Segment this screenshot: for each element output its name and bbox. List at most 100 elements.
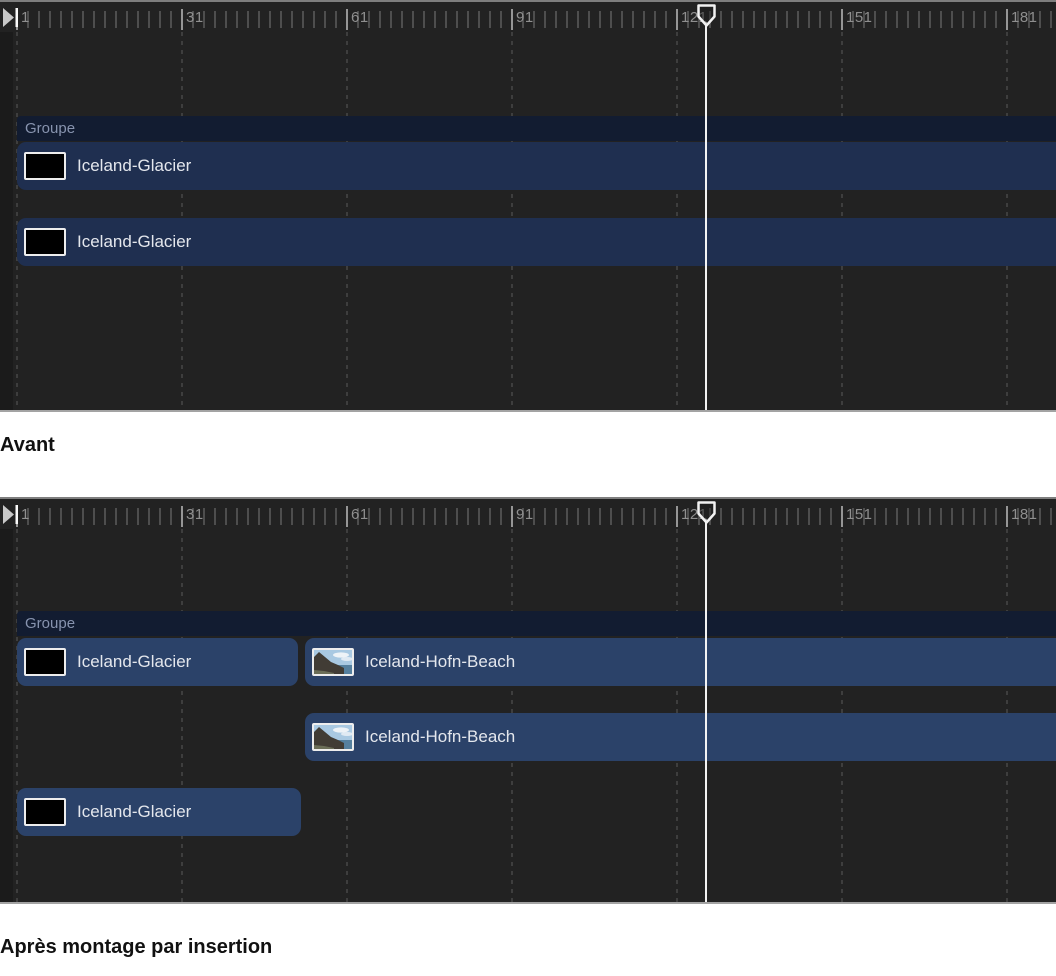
ruler-tick	[225, 508, 227, 525]
panel-left-margin	[0, 32, 13, 410]
ruler-tick	[456, 11, 458, 28]
ruler-frame-label: 91	[516, 9, 534, 26]
ruler-tick	[1039, 508, 1041, 525]
ruler-tick	[49, 11, 51, 28]
ruler-frame-label: 31	[186, 9, 204, 26]
ruler-tick	[775, 11, 777, 28]
ruler-tick	[478, 11, 480, 28]
ruler-tick	[896, 11, 898, 28]
ruler-tick	[775, 508, 777, 525]
ruler-tick	[643, 11, 645, 28]
ruler-tick	[852, 11, 854, 28]
timeline-clip[interactable]: Iceland-Glacier	[17, 788, 301, 836]
ruler-frame-label: 1	[21, 9, 30, 26]
clip-label: Iceland-Glacier	[77, 802, 192, 821]
ruler-tick	[335, 508, 337, 525]
ruler-tick	[280, 508, 282, 525]
ruler-tick	[170, 11, 172, 28]
ruler-tick	[412, 508, 414, 525]
ruler-tick	[786, 11, 788, 28]
playhead-handle[interactable]	[697, 4, 716, 27]
ruler-tick	[258, 11, 260, 28]
ruler-tick	[181, 9, 183, 30]
ruler-tick	[951, 11, 953, 28]
ruler-tick	[929, 11, 931, 28]
group-track-bar[interactable]: Groupe	[17, 116, 1056, 141]
timeline-clip[interactable]: Iceland-Hofn-Beach	[305, 638, 1056, 686]
playhead-line[interactable]	[705, 519, 707, 902]
ruler-tick	[291, 508, 293, 525]
ruler-tick	[522, 508, 524, 525]
timeline-clip[interactable]: Iceland-Hofn-Beach	[305, 713, 1056, 761]
ruler-tick	[49, 508, 51, 525]
ruler-tick	[621, 508, 623, 525]
ruler-tick	[533, 508, 535, 525]
ruler-tick	[456, 508, 458, 525]
caption-after: Après montage par insertion	[0, 936, 273, 958]
ruler-tick	[940, 508, 942, 525]
ruler-tick	[731, 508, 733, 525]
playhead-handle[interactable]	[697, 501, 716, 524]
ruler-tick	[951, 508, 953, 525]
ruler-tick	[654, 11, 656, 28]
ruler-tick	[71, 11, 73, 28]
ruler-tick	[203, 11, 205, 28]
ruler-tick	[115, 11, 117, 28]
ruler-tick	[874, 11, 876, 28]
ruler-tick	[731, 11, 733, 28]
ruler-tick	[720, 508, 722, 525]
ruler-tick	[863, 508, 865, 525]
timeline-ruler[interactable]: 1 31 61 91 121 151 181	[0, 499, 1056, 529]
ruler-tick	[874, 508, 876, 525]
timeline-ruler[interactable]: 1 31 61 91 121 151 181	[0, 2, 1056, 32]
group-track-label: Groupe	[25, 120, 76, 137]
play-start-marker-icon	[3, 505, 19, 524]
ruler-tick	[687, 11, 689, 28]
ruler-tick	[830, 508, 832, 525]
ruler-tick	[819, 508, 821, 525]
ruler-tick	[1028, 11, 1030, 28]
ruler-tick	[819, 11, 821, 28]
ruler-tick	[929, 508, 931, 525]
ruler-frame-label: 181	[1011, 9, 1038, 26]
ruler-tick	[324, 11, 326, 28]
ruler-tick	[522, 11, 524, 28]
ruler-tick	[346, 506, 348, 527]
clip-thumbnail-black	[24, 152, 66, 180]
ruler-tick	[863, 11, 865, 28]
ruler-tick	[753, 11, 755, 28]
ruler-tick	[665, 11, 667, 28]
ruler-tick	[500, 11, 502, 28]
ruler-tick	[467, 11, 469, 28]
ruler-tick	[82, 11, 84, 28]
timeline-clip[interactable]: Iceland-Glacier	[17, 638, 298, 686]
ruler-tick	[489, 11, 491, 28]
ruler-tick	[137, 11, 139, 28]
ruler-frame-label: 61	[351, 9, 369, 26]
ruler-tick	[632, 11, 634, 28]
ruler-tick	[918, 508, 920, 525]
ruler-tick	[885, 508, 887, 525]
ruler-tick	[511, 9, 513, 30]
ruler-tick	[698, 11, 700, 28]
clip-thumbnail-black	[24, 798, 66, 826]
playhead-line[interactable]	[705, 22, 707, 410]
ruler-tick	[500, 508, 502, 525]
ruler-tick	[1050, 11, 1052, 28]
panel-left-margin	[0, 529, 13, 902]
ruler-tick	[687, 508, 689, 525]
group-track-bar[interactable]: Groupe	[17, 611, 1056, 636]
ruler-tick	[368, 508, 370, 525]
ruler-tick	[258, 508, 260, 525]
ruler-tick	[291, 11, 293, 28]
ruler-tick	[313, 11, 315, 28]
ruler-frame-label: 61	[351, 506, 369, 523]
ruler-tick	[423, 508, 425, 525]
timeline-clip[interactable]: Iceland-Glacier	[17, 142, 1056, 190]
clip-thumbnail-black	[24, 648, 66, 676]
ruler-tick	[148, 11, 150, 28]
ruler-tick	[93, 11, 95, 28]
ruler-frame-label: 181	[1011, 506, 1038, 523]
ruler-tick	[808, 11, 810, 28]
timeline-clip[interactable]: Iceland-Glacier	[17, 218, 1056, 266]
